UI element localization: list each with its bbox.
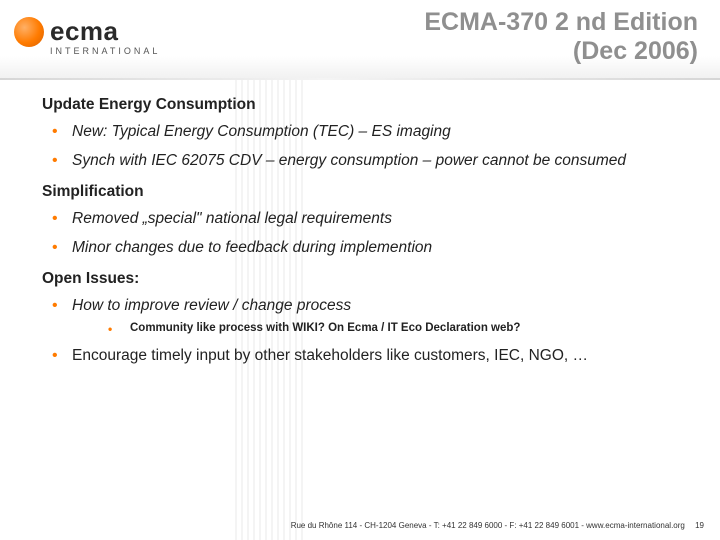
list-item: Synch with IEC 62075 CDV – energy consum… bbox=[52, 151, 690, 170]
title-line-1: ECMA-370 2 nd Edition bbox=[424, 8, 698, 37]
section-heading: Update Energy Consumption bbox=[42, 96, 690, 114]
list-item: How to improve review / change process C… bbox=[52, 296, 690, 337]
list-item: Encourage timely input by other stakehol… bbox=[52, 346, 690, 365]
bullet-list: How to improve review / change process C… bbox=[52, 296, 690, 366]
section-heading: Open Issues: bbox=[42, 270, 690, 288]
sub-bullet-list: Community like process with WIKI? On Ecm… bbox=[108, 321, 690, 337]
slide-header: ecma INTERNATIONAL ECMA-370 2 nd Edition… bbox=[0, 0, 720, 80]
title-line-2: (Dec 2006) bbox=[424, 37, 698, 66]
logo: ecma bbox=[14, 16, 119, 47]
list-item: Removed „special" national legal require… bbox=[52, 209, 690, 228]
list-item: Minor changes due to feedback during imp… bbox=[52, 238, 690, 257]
header-divider bbox=[0, 78, 720, 80]
page-number: 19 bbox=[695, 521, 704, 530]
section-heading: Simplification bbox=[42, 183, 690, 201]
logo-subtext: INTERNATIONAL bbox=[50, 46, 160, 56]
slide-body: Update Energy Consumption New: Typical E… bbox=[42, 96, 690, 378]
bullet-list: Removed „special" national legal require… bbox=[52, 209, 690, 258]
slide-footer: Rue du Rhône 114 - CH-1204 Geneva - T: +… bbox=[291, 521, 704, 530]
sub-list-item: Community like process with WIKI? On Ecm… bbox=[108, 321, 690, 337]
list-item-text: How to improve review / change process bbox=[72, 297, 351, 314]
list-item: New: Typical Energy Consumption (TEC) – … bbox=[52, 122, 690, 141]
logo-orb-icon bbox=[14, 17, 44, 47]
logo-text: ecma bbox=[50, 16, 119, 47]
slide-title: ECMA-370 2 nd Edition (Dec 2006) bbox=[424, 8, 698, 66]
footer-text: Rue du Rhône 114 - CH-1204 Geneva - T: +… bbox=[291, 521, 685, 530]
bullet-list: New: Typical Energy Consumption (TEC) – … bbox=[52, 122, 690, 171]
